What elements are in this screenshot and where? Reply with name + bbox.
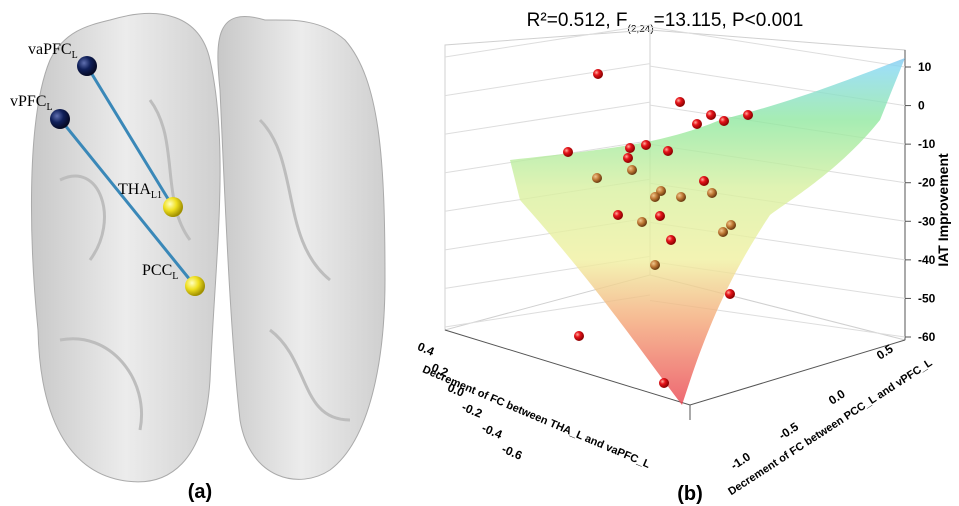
data-point: [706, 110, 716, 120]
data-point: [637, 217, 647, 227]
node-name: PCC: [142, 262, 172, 279]
page: vaPFCL vPFCL THAL1 PCCL (a) R²=0.512, F(…: [0, 0, 959, 506]
panel-label: (b): [677, 483, 703, 505]
data-point: [655, 211, 665, 221]
data-point: [650, 192, 660, 202]
data-point: [623, 153, 633, 163]
y-tick-label: -0.5: [776, 419, 801, 442]
data-point: [650, 260, 660, 270]
data-point: [726, 220, 736, 230]
data-point: [574, 331, 584, 341]
brain-image: [31, 13, 385, 481]
y-tick-label: 0.0: [826, 387, 848, 408]
node-name: vPFC: [10, 93, 46, 110]
z-tick-label: -50: [918, 291, 936, 305]
z-axis-label: IAT Improvement: [935, 153, 951, 267]
data-point: [719, 116, 729, 126]
data-point: [659, 378, 669, 388]
title-rest: =13.115, P<0.001: [654, 10, 804, 31]
node-name: vaPFC: [28, 41, 72, 58]
node-sub: L: [72, 50, 78, 61]
data-point: [707, 188, 717, 198]
data-point: [592, 173, 602, 183]
z-tick-label: 0: [918, 99, 925, 113]
data-point: [718, 227, 728, 237]
node-sub: L1: [151, 190, 162, 201]
data-point: [613, 210, 623, 220]
x-axis-label: Decrement of FC between THA_L and vaPFC_…: [421, 364, 653, 471]
data-point: [692, 119, 702, 129]
panel-label: (a): [188, 481, 212, 503]
grid-line: [445, 64, 650, 96]
node-label: vPFCL: [10, 93, 53, 113]
y-axis-label: Decrement of FC between PCC_L and vPFC_L: [726, 357, 935, 498]
node-sub: L: [46, 102, 52, 113]
data-point: [743, 110, 753, 120]
z-tick-label: -60: [918, 330, 936, 344]
fitted-surface: [445, 20, 915, 420]
z-tick-label: -10: [918, 137, 936, 151]
figure: vaPFCL vPFCL THAL1 PCCL (a) R²=0.512, F(…: [0, 0, 959, 506]
z-tick-label: -30: [918, 214, 936, 228]
data-point: [625, 143, 635, 153]
data-point: [676, 192, 686, 202]
x-tick-label: -0.4: [480, 421, 505, 442]
z-tick-label: -40: [918, 253, 936, 267]
z-tick-label: 10: [918, 60, 932, 74]
node-name: THA: [118, 181, 151, 198]
y-tick-label: -1.0: [728, 449, 753, 472]
data-point: [563, 147, 573, 157]
data-point: [641, 140, 651, 150]
data-point: [663, 146, 673, 156]
data-point: [593, 69, 603, 79]
title-main: R²=0.512, F: [527, 10, 628, 31]
grid-line: [445, 102, 650, 134]
data-point: [699, 176, 709, 186]
z-tick-label: -20: [918, 176, 936, 190]
data-point: [725, 289, 735, 299]
node-sub: L: [172, 271, 178, 282]
x-tick-label: -0.2: [460, 400, 485, 421]
x-tick-label: 0.4: [415, 339, 436, 359]
y-tick-label: 0.5: [874, 342, 896, 363]
data-point: [675, 97, 685, 107]
x-tick-label: -0.6: [500, 442, 525, 463]
data-point: [666, 235, 676, 245]
data-point: [627, 165, 637, 175]
